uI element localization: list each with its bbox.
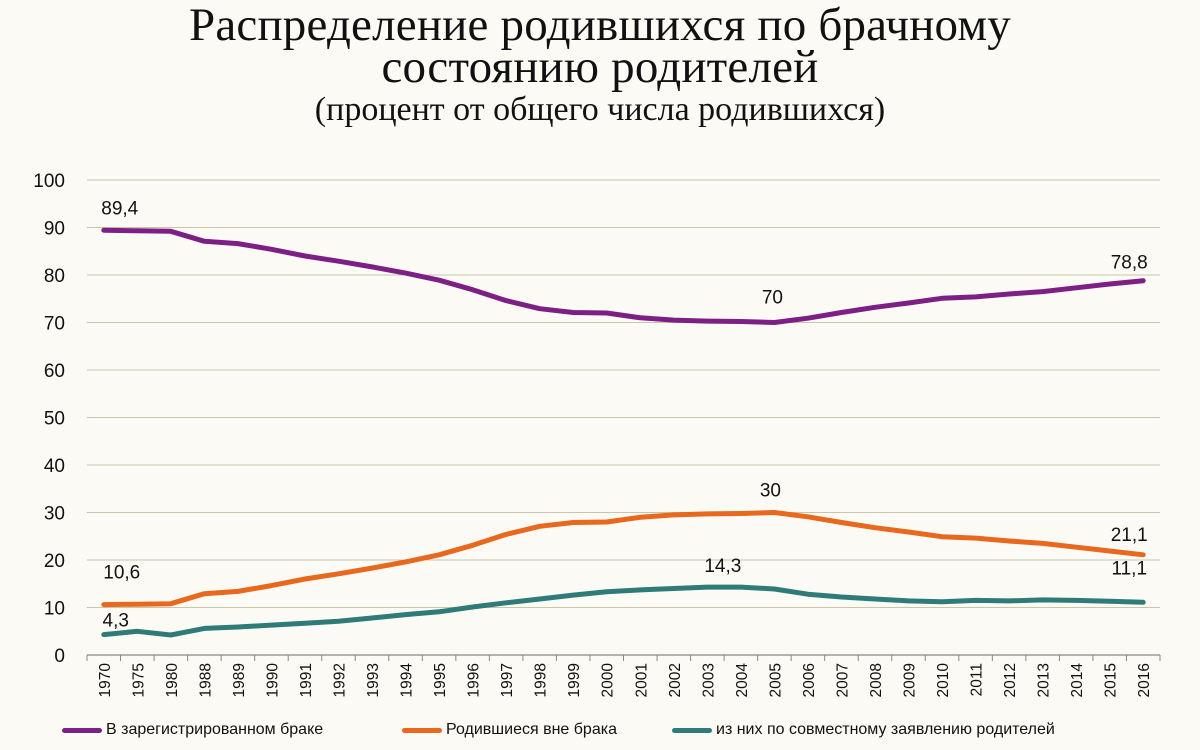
x-tick-label: 1999 [566, 663, 583, 697]
x-tick-label: 1993 [365, 663, 382, 697]
x-tick-label: 2016 [1136, 663, 1153, 697]
y-tick-label: 10 [44, 599, 65, 620]
x-tick-label: 1995 [432, 663, 449, 697]
x-tick-label: 1970 [97, 663, 114, 698]
legend-swatch-married [62, 727, 102, 733]
legend-item-married: В зарегистрированном браке [62, 715, 323, 745]
x-tick-label: 2009 [902, 663, 919, 697]
x-tick-label: 2010 [935, 663, 952, 698]
data-label: 11,1 [1111, 558, 1147, 579]
x-tick-label: 1998 [533, 663, 550, 697]
y-tick-label: 80 [44, 266, 65, 287]
data-label: 30 [760, 481, 781, 502]
data-label: 89,4 [101, 198, 138, 219]
y-tick-label: 60 [44, 361, 65, 382]
series-line-3 [101, 584, 1146, 638]
series-line-1 [101, 227, 1146, 325]
x-tick-label: 1975 [130, 663, 147, 697]
legend-swatch-out-of-wedlock [402, 727, 442, 733]
x-tick-label: 1988 [197, 663, 214, 697]
y-tick-label: 90 [44, 219, 65, 240]
x-tick-label: 2005 [767, 663, 784, 697]
x-tick-label: 2011 [969, 663, 986, 696]
x-tick-label: 2001 [633, 663, 650, 697]
y-tick-label: 20 [44, 551, 65, 572]
data-label: 70 [762, 288, 783, 309]
data-label: 21,1 [1111, 525, 1148, 546]
x-tick-label: 1994 [399, 663, 416, 698]
x-tick-label: 2012 [1002, 663, 1019, 697]
line-chart: 0 10 20 30 40 50 60 70 80 90 100 1970 1975 1980 1988 19… [33, 171, 1161, 698]
x-tick-label: 2007 [834, 663, 851, 697]
legend-swatch-joint-application [672, 727, 712, 733]
legend-item-joint-application: из них по совместному заявлению родителе… [672, 715, 1055, 745]
legend-item-out-of-wedlock: Родившиеся вне брака [402, 715, 617, 745]
x-tick-label: 2008 [868, 663, 885, 697]
series-line-2 [101, 510, 1146, 608]
x-tick-label: 2002 [667, 663, 684, 697]
x-tick-label: 2013 [1036, 663, 1053, 697]
data-label: 14,3 [704, 556, 741, 577]
legend-label-joint-application: из них по совместному заявлению родителе… [716, 721, 1055, 738]
y-tick-label: 100 [33, 171, 65, 192]
y-tick-label: 50 [44, 409, 65, 430]
x-tick-label: 1991 [298, 663, 315, 697]
y-tick-label: 70 [44, 314, 65, 335]
data-label: 4,3 [103, 611, 129, 632]
x-tick-label: 1992 [331, 663, 348, 697]
data-label: 10,6 [103, 563, 140, 584]
chart-subtitle: (процент от общего числа родившихся) [314, 91, 886, 128]
x-tick-label: 1990 [264, 663, 281, 698]
x-tick-label: 1996 [466, 663, 483, 697]
x-tick-label: 1997 [499, 663, 516, 697]
x-tick-label: 2000 [600, 663, 617, 698]
legend-label-married: В зарегистрированном браке [106, 721, 324, 738]
x-tick-label: 1989 [231, 663, 248, 697]
x-tick-label: 2006 [801, 663, 818, 697]
x-tick-label: 2004 [734, 663, 751, 698]
y-tick-label: 0 [54, 646, 65, 667]
x-tick-label: 2015 [1103, 663, 1120, 697]
chart-title-line-1: Распределение родившихся по брачному [188, 0, 1011, 51]
x-tick-label: 2014 [1069, 663, 1086, 698]
x-tick-label: 2003 [700, 663, 717, 697]
x-tick-label: 1980 [164, 663, 181, 698]
data-label: 78,8 [1111, 253, 1148, 274]
y-tick-label: 40 [44, 456, 65, 477]
chart-legend: В зарегистрированном браке Родившиеся вн… [0, 715, 1200, 745]
chart-title-line-2: состоянию родителей [381, 41, 819, 93]
y-tick-label: 30 [44, 504, 65, 525]
legend-label-out-of-wedlock: Родившиеся вне брака [446, 721, 617, 738]
